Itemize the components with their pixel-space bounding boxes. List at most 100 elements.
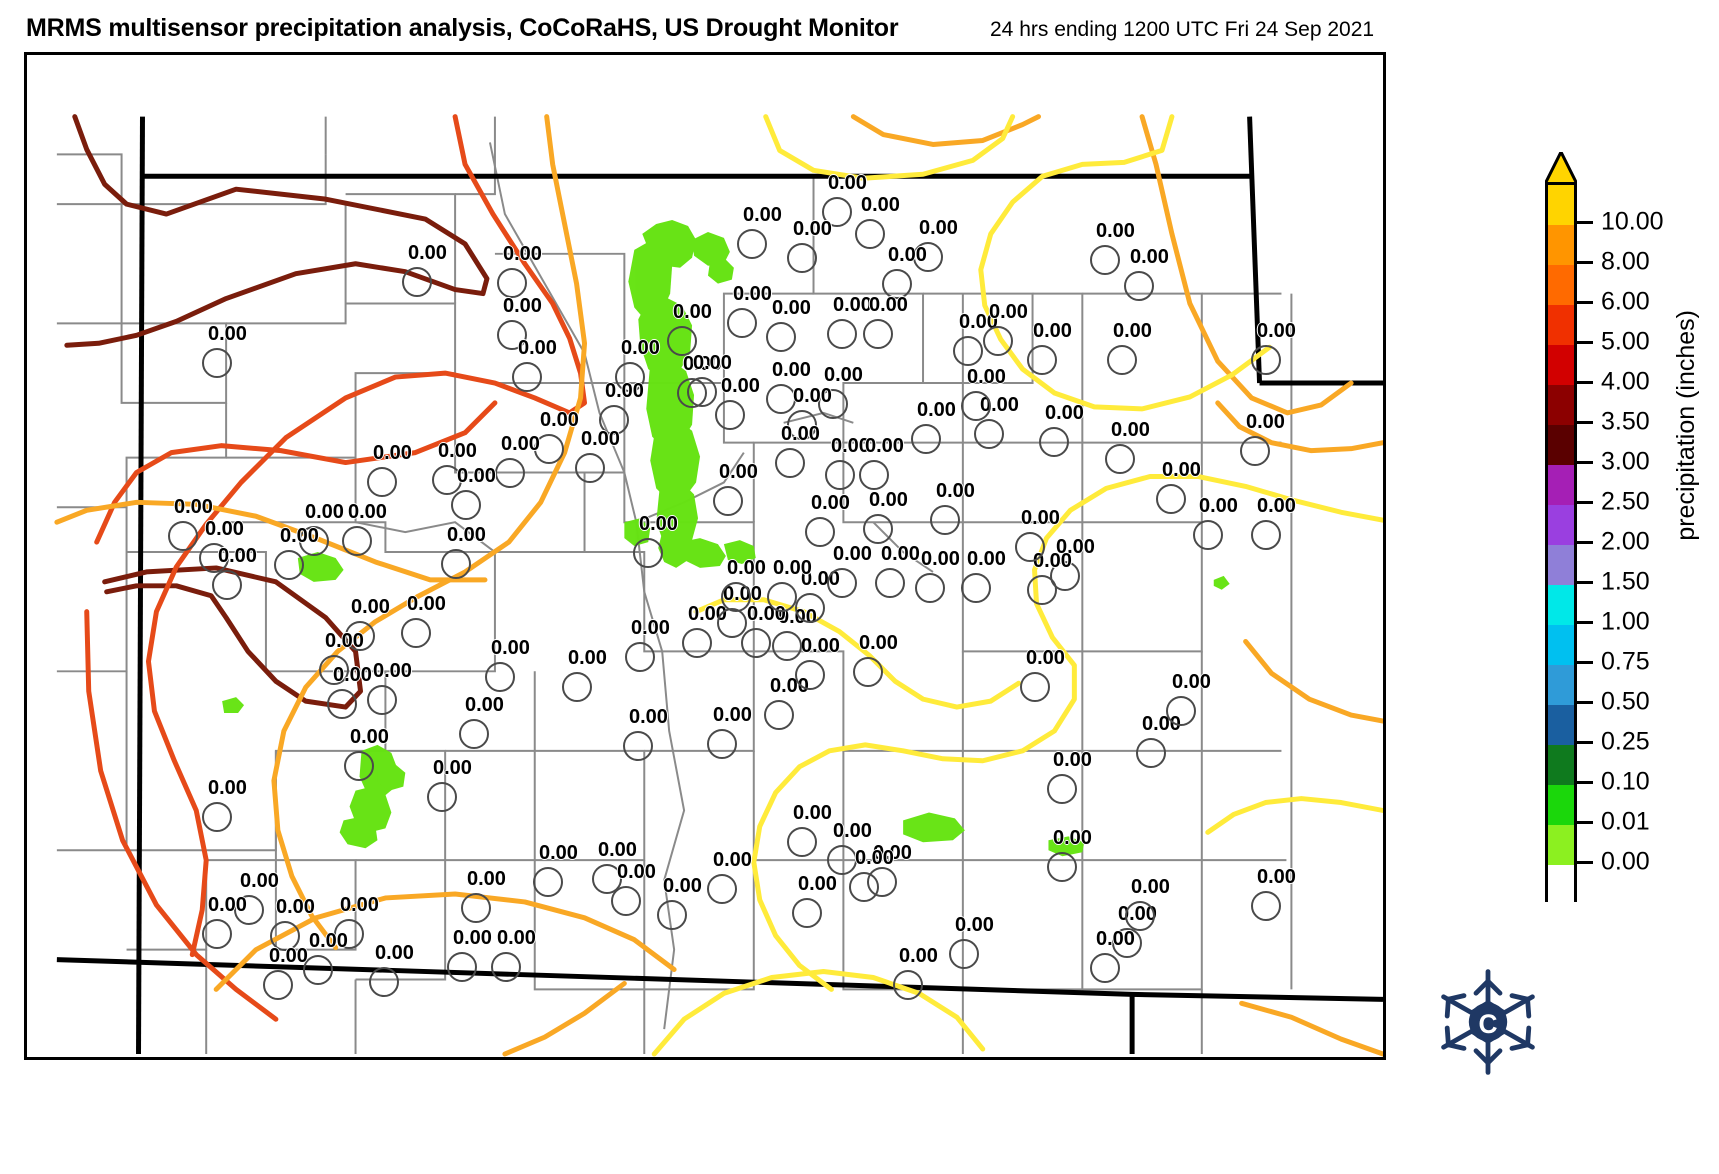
station-value-label: 0.00: [865, 435, 904, 457]
station-value-label: 0.00: [811, 492, 850, 514]
station-circle-icon: [741, 628, 771, 658]
colorbar-segment: [1548, 185, 1574, 225]
colorbar-tick-label: 0.50: [1601, 687, 1650, 716]
station-value-label: 0.00: [373, 660, 412, 682]
station-value-label: 0.00: [348, 501, 387, 523]
station-circle-icon: [983, 326, 1013, 356]
precipitation-shading: [222, 220, 1230, 857]
station-circle-icon: [682, 628, 712, 658]
colorbar-tick-label: 10.00: [1601, 207, 1664, 236]
precipitation-map[interactable]: 0.00 0.00 0.00 0.00 0.00 0.00 0.00 0.00 0.00 0.00…: [24, 52, 1386, 1060]
station-circle-icon: [575, 453, 605, 483]
station-circle-icon: [853, 657, 883, 687]
contour-d3c: [84, 609, 279, 1022]
station-value-label: 0.00: [629, 706, 668, 728]
contour-d2e: [1139, 114, 1354, 416]
station-circle-icon: [1166, 696, 1196, 726]
station-circle-icon: [707, 874, 737, 904]
station-value-label: 0.00: [1162, 459, 1201, 481]
station-value-label: 0.00: [833, 543, 872, 565]
station-circle-icon: [263, 970, 293, 1000]
colorbar-tick-label: 1.50: [1601, 567, 1650, 596]
colorbar-tick: [1577, 701, 1593, 704]
station-value-label: 0.00: [869, 294, 908, 316]
contour-d1e: [651, 969, 986, 1057]
station-circle-icon: [717, 608, 747, 638]
station-circle-icon: [461, 893, 491, 923]
station-value-label: 0.00: [1199, 495, 1238, 517]
station-value-label: 0.00: [205, 518, 244, 540]
colorbar-gradient: [1545, 182, 1577, 905]
station-value-label: 0.00: [453, 927, 492, 949]
station-circle-icon: [827, 568, 857, 598]
contour-d1c: [751, 473, 1383, 992]
colorbar-tick: [1577, 781, 1593, 784]
station-circle-icon: [1090, 953, 1120, 983]
station-value-label: 0.00: [503, 295, 542, 317]
station-circle-icon: [795, 593, 825, 623]
station-value-label: 0.00: [433, 757, 472, 779]
station-value-label: 0.00: [772, 359, 811, 381]
station-value-label: 0.00: [518, 337, 557, 359]
station-value-label: 0.00: [663, 875, 702, 897]
colorbar-tick-label: 0.01: [1601, 807, 1650, 836]
station-circle-icon: [875, 568, 905, 598]
contour-d2: [271, 114, 588, 951]
colorbar-tick-label: 1.00: [1601, 607, 1650, 636]
station-value-label: 0.00: [824, 364, 863, 386]
station-value-label: 0.00: [1172, 671, 1211, 693]
station-value-label: 0.00: [781, 423, 820, 445]
station-value-label: 0.00: [208, 894, 247, 916]
station-value-label: 0.00: [540, 409, 579, 431]
station-circle-icon: [202, 919, 232, 949]
station-value-label: 0.00: [1033, 550, 1072, 572]
colorbar-tick-label: 3.50: [1601, 407, 1650, 436]
station-circle-icon: [1105, 444, 1135, 474]
colorbar-tick: [1577, 381, 1593, 384]
station-circle-icon: [715, 400, 745, 430]
station-circle-icon: [427, 782, 457, 812]
station-circle-icon: [737, 229, 767, 259]
colorbar-tick-label: 0.25: [1601, 727, 1650, 756]
station-circle-icon: [949, 939, 979, 969]
station-circle-icon: [863, 514, 893, 544]
colorbar-segment: [1548, 865, 1574, 905]
colorbar[interactable]: 10.00 8.00 6.00 5.00 4.00 3.50 3.00 2.50 2.00 1.5…: [1545, 152, 1664, 934]
station-circle-icon: [657, 900, 687, 930]
colorbar-overflow-arrow: [1545, 152, 1577, 184]
station-circle-icon: [202, 348, 232, 378]
station-value-label: 0.00: [833, 294, 872, 316]
station-circle-icon: [1251, 520, 1281, 550]
colorbar-tick-label: 8.00: [1601, 247, 1650, 276]
station-value-label: 0.00: [989, 301, 1028, 323]
colorbar-tick-label: 3.00: [1601, 447, 1650, 476]
station-value-label: 0.00: [919, 217, 958, 239]
station-value-label: 0.00: [208, 777, 247, 799]
station-circle-icon: [787, 410, 817, 440]
station-value-label: 0.00: [936, 480, 975, 502]
colorbar-segment: [1548, 345, 1574, 385]
station-value-label: 0.00: [631, 617, 670, 639]
station-value-label: 0.00: [280, 525, 319, 547]
station-value-label: 0.00: [959, 311, 998, 333]
colorbar-tick-label: 5.00: [1601, 327, 1650, 356]
station-value-label: 0.00: [917, 399, 956, 421]
station-value-label: 0.00: [921, 548, 960, 570]
station-value-label: 0.00: [1111, 419, 1150, 441]
station-value-label: 0.00: [305, 501, 344, 523]
station-circle-icon: [1124, 271, 1154, 301]
station-circle-icon: [327, 689, 357, 719]
station-circle-icon: [299, 526, 329, 556]
time-range-label: 24 hrs ending 1200 UTC Fri 24 Sep 2021: [990, 18, 1375, 41]
station-value-label: 0.00: [325, 630, 364, 652]
contour-d2h: [1239, 1000, 1383, 1057]
station-value-label: 0.00: [467, 868, 506, 890]
station-value-label: 0.00: [598, 839, 637, 861]
colorbar-tick: [1577, 661, 1593, 664]
station-circle-icon: [432, 465, 462, 495]
station-value-label: 0.00: [743, 204, 782, 226]
station-circle-icon: [961, 391, 991, 421]
station-value-label: 0.00: [773, 557, 812, 579]
station-value-label: 0.00: [340, 894, 379, 916]
station-value-label: 0.00: [491, 637, 530, 659]
